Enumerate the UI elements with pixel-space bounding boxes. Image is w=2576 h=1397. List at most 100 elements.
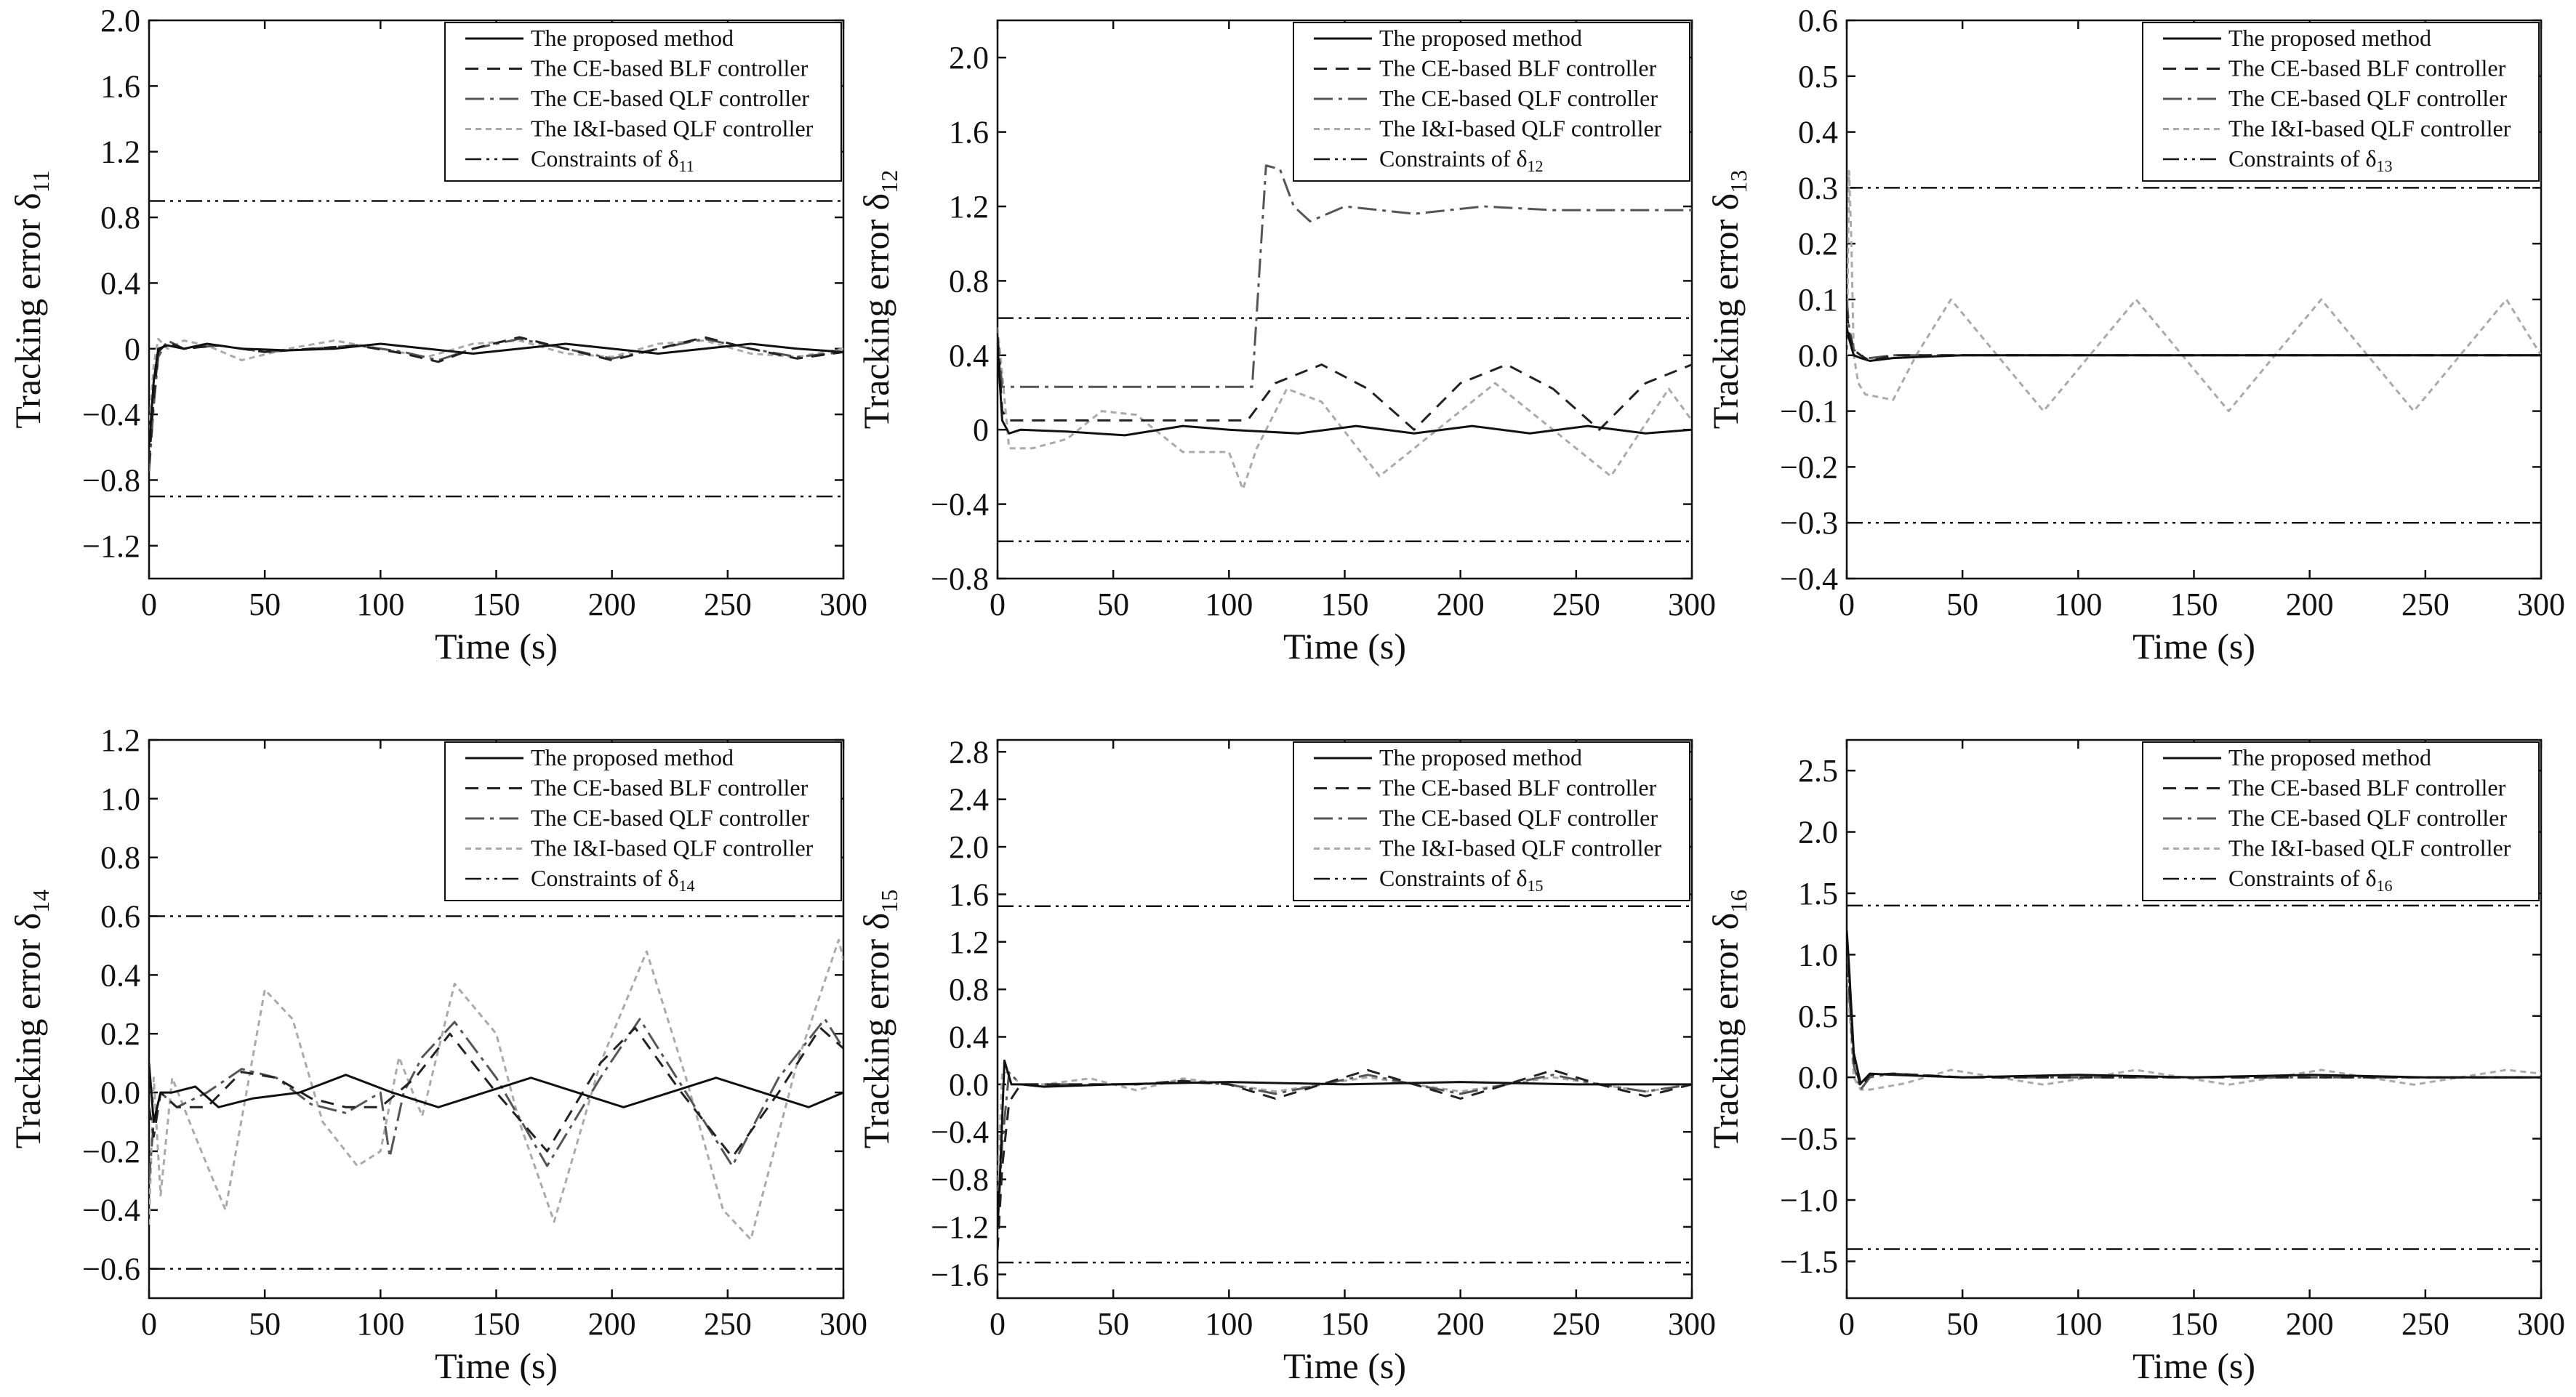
- legend-label: The CE-based QLF controller: [531, 85, 809, 111]
- legend: The proposed method The CE-based BLF cont…: [2142, 22, 2540, 182]
- legend-box: [1293, 22, 1690, 182]
- series-line: [1847, 299, 2541, 360]
- x-tick-label: 0: [141, 587, 157, 622]
- x-tick-label: 200: [1437, 1306, 1485, 1342]
- y-tick-label: −0.4: [82, 397, 140, 432]
- x-tick-label: 200: [1437, 587, 1485, 622]
- legend-label: The proposed method: [531, 25, 734, 51]
- y-axis-label: Tracking error δ12: [856, 170, 902, 429]
- y-tick-label: 2.0: [1798, 815, 1838, 850]
- legend-label: The I&I-based QLF controller: [2228, 116, 2511, 142]
- x-tick-label: 250: [704, 587, 752, 622]
- series-line: [1847, 942, 2541, 1089]
- legend-box: [1293, 741, 1690, 901]
- chart-panel: 0 50 100 150 200 250 300 −1.2 −0.8 −0.4 0 0.4 0.8 1.2…: [7, 3, 867, 667]
- y-tick-label: 0.2: [1798, 226, 1838, 262]
- plot-area: [998, 164, 1692, 543]
- legend: The proposed method The CE-based BLF cont…: [2142, 741, 2540, 901]
- x-tick-label: 0: [1839, 587, 1855, 622]
- y-axis-label-subscript: 11: [28, 170, 54, 193]
- y-tick-label: 0.2: [100, 1016, 140, 1052]
- series-line: [149, 1026, 843, 1159]
- legend-box: [444, 741, 842, 901]
- y-axis-label: Tracking error δ14: [7, 890, 54, 1148]
- x-tick-label: 250: [704, 1306, 752, 1342]
- legend-label: The CE-based QLF controller: [1379, 85, 1658, 111]
- y-axis-label-subscript: 13: [1725, 170, 1752, 193]
- plot-area: [149, 915, 843, 1270]
- x-tick-label: 200: [588, 1306, 636, 1342]
- y-tick-label: −0.8: [931, 561, 989, 597]
- series-line: [998, 337, 1692, 431]
- y-tick-label: 1.0: [100, 781, 140, 817]
- legend-label: The I&I-based QLF controller: [1379, 835, 1662, 861]
- y-axis-label-text: Tracking error δ: [1705, 193, 1746, 429]
- x-tick-label: 100: [1205, 1306, 1253, 1342]
- legend-label: The I&I-based QLF controller: [1379, 116, 1662, 142]
- legend-label: The CE-based QLF controller: [531, 805, 809, 831]
- y-tick-label: 0: [973, 412, 989, 448]
- x-axis-label: Time (s): [1283, 1345, 1406, 1386]
- x-tick-label: 150: [1321, 1306, 1369, 1342]
- y-axis-label-text: Tracking error δ: [7, 193, 48, 428]
- legend-constraint-subscript: 12: [1528, 157, 1544, 175]
- legend-label: The proposed method: [531, 744, 734, 770]
- x-tick-label: 250: [2402, 587, 2449, 622]
- x-tick-label: 100: [1205, 587, 1253, 622]
- y-tick-label: 2.0: [949, 829, 989, 865]
- legend-constraint-text: Constraints of δ: [1379, 865, 1528, 891]
- legend-label: The CE-based QLF controller: [2228, 805, 2507, 831]
- x-tick-label: 50: [249, 1306, 281, 1342]
- legend-label: The I&I-based QLF controller: [2228, 835, 2511, 861]
- y-tick-label: 0.4: [100, 265, 140, 301]
- series-line: [1847, 169, 2541, 413]
- y-axis-label-text: Tracking error δ: [7, 913, 48, 1148]
- y-tick-label: −0.4: [931, 1114, 989, 1150]
- y-tick-label: 0.8: [100, 840, 140, 876]
- x-tick-label: 250: [1552, 587, 1600, 622]
- x-tick-label: 300: [819, 1306, 867, 1342]
- y-axis-label: Tracking error δ15: [856, 890, 902, 1148]
- legend-label: The CE-based BLF controller: [2228, 775, 2506, 801]
- legend: The proposed method The CE-based BLF cont…: [1293, 741, 1690, 901]
- y-tick-label: 0.0: [949, 1067, 989, 1103]
- x-tick-label: 300: [1668, 1306, 1716, 1342]
- y-tick-label: −0.4: [931, 487, 989, 523]
- legend-constraint-subscript: 15: [1528, 877, 1544, 895]
- legend-constraint-text: Constraints of δ: [2228, 865, 2377, 891]
- series-line: [998, 1059, 1692, 1228]
- legend-constraint-subscript: 11: [679, 157, 694, 175]
- y-tick-label: 0: [124, 331, 140, 367]
- x-axis-label: Time (s): [1283, 626, 1406, 667]
- y-tick-label: 0.0: [100, 1075, 140, 1111]
- legend-constraint-subscript: 14: [679, 877, 695, 895]
- y-tick-label: 0.8: [949, 263, 989, 299]
- series-line: [1847, 967, 2541, 1091]
- legend-label: The CE-based BLF controller: [1379, 775, 1657, 801]
- y-tick-label: −0.1: [1780, 394, 1838, 430]
- legend-label: The CE-based BLF controller: [531, 775, 808, 801]
- y-tick-label: 1.0: [1798, 937, 1838, 973]
- x-tick-label: 150: [473, 587, 521, 622]
- x-tick-label: 300: [819, 587, 867, 622]
- chart-panel: 0 50 100 150 200 250 300 −0.6 −0.4 −0.2 0.0 0.2 0.4 0…: [7, 722, 867, 1386]
- y-tick-label: −1.6: [931, 1257, 989, 1292]
- y-tick-label: 0.4: [1798, 115, 1838, 150]
- legend-label: Constraints of δ11: [531, 145, 694, 175]
- x-tick-label: 250: [2402, 1306, 2449, 1342]
- y-tick-label: −1.5: [1780, 1244, 1838, 1279]
- legend: The proposed method The CE-based BLF cont…: [1293, 22, 1690, 182]
- y-tick-label: 1.6: [949, 877, 989, 912]
- x-tick-label: 100: [2054, 1306, 2102, 1342]
- chart-panel: 0 50 100 150 200 250 300 −1.5 −1.0 −0.5 0.0 0.5 1.0 1…: [1705, 738, 2565, 1386]
- legend-label: The CE-based BLF controller: [2228, 55, 2506, 81]
- y-tick-label: −0.2: [1780, 449, 1838, 485]
- legend-label: Constraints of δ13: [2228, 145, 2393, 175]
- y-tick-label: 1.6: [100, 68, 140, 104]
- plot-area: [1847, 169, 2541, 524]
- y-tick-label: 0.6: [100, 899, 140, 935]
- legend-label: The proposed method: [1379, 744, 1582, 770]
- legend-label: The CE-based BLF controller: [531, 55, 808, 81]
- y-tick-label: −0.4: [1780, 561, 1838, 597]
- legend: The proposed method The CE-based BLF cont…: [444, 741, 842, 901]
